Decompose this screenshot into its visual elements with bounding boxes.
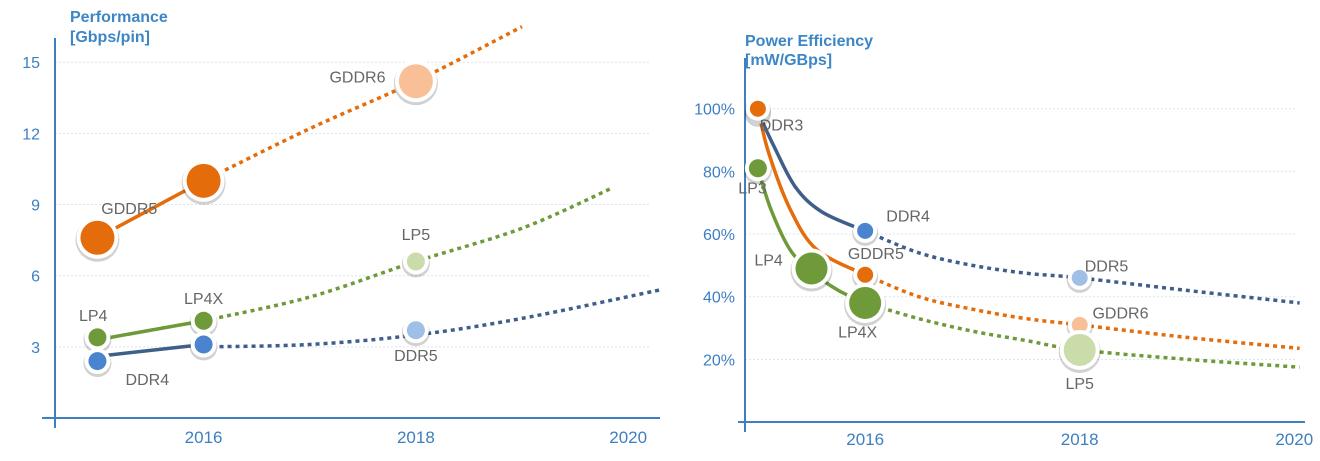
ddr-data-point [88,352,107,371]
gddr-data-point [80,220,115,255]
data-label: LP4X [184,291,223,308]
ddr-projection-line [203,288,661,349]
gddr-data-point [186,163,221,198]
data-label: LP4X [838,324,877,341]
y-tick-label: 80% [703,164,735,181]
ddr-projection-line [864,229,1300,305]
x-tick-label: 2018 [397,428,435,447]
gddr-data-point [1071,316,1088,333]
performance-chart: Performance [Gbps/pin] 15 12 9 6 3 2016 2018 20… [22,9,661,447]
lp-data-point [88,328,107,347]
lp-data-point [1063,333,1096,366]
power-title-line1: Power Efficiency [745,33,873,50]
gddr-projection-line [864,273,1300,351]
power-title-line2: [mW/GBps] [745,52,832,69]
performance-title-line1: Performance [70,9,168,26]
data-label: LP4 [754,252,783,269]
ddr-trend-line [756,110,867,233]
data-label: DDR5 [394,348,438,365]
ddr-data-point [1071,269,1088,286]
x-tick-label: 2018 [1061,430,1099,449]
power-efficiency-chart: Power Efficiency [mW/GBps] 100% 80% 60% 40%… [694,33,1313,449]
lp-trend-line [95,319,206,342]
lp-data-point [748,159,767,178]
lp-data-point [849,286,882,319]
gddr-data-point [398,64,433,99]
y-tick-label: 3 [31,340,40,357]
data-label: GDDR6 [1092,306,1148,323]
y-tick-label: 40% [703,290,735,307]
data-label: LP3 [738,180,767,197]
gddr-data-point [749,100,766,117]
performance-title-line2: [Gbps/pin] [70,29,150,46]
data-label: GDDR6 [329,69,385,86]
x-tick-label: 2020 [1275,430,1313,449]
data-label: DDR3 [760,118,804,135]
x-tick-label: 2016 [846,430,884,449]
lp-data-point [194,311,213,330]
y-tick-label: 9 [31,198,40,215]
lp-data-point [795,252,828,285]
ddr-data-point [406,321,425,340]
gddr-data-point [857,266,874,283]
ddr-data-point [857,222,874,239]
x-tick-label: 2020 [609,428,647,447]
y-tick-label: 100% [694,102,735,119]
y-tick-label: 15 [22,55,40,72]
data-label: GDDR5 [848,246,904,263]
lp-projection-line [864,301,1300,369]
y-tick-label: 60% [703,227,735,244]
data-label: LP5 [402,227,431,244]
data-label: LP5 [1065,376,1094,393]
y-tick-label: 12 [22,126,40,143]
ddr-data-point [194,335,213,354]
gddr-trend-line [756,106,867,277]
data-label: DDR4 [126,372,170,389]
x-tick-label: 2016 [185,428,223,447]
data-label: DDR4 [886,209,930,226]
data-label: GDDR5 [101,201,157,218]
ddr-trend-line [95,342,206,359]
lp-data-point [406,252,425,271]
data-label: LP4 [79,308,108,325]
data-label: DDR5 [1085,259,1129,276]
y-tick-label: 6 [31,269,40,286]
y-tick-label: 20% [703,352,735,369]
gddr-projection-line [202,25,523,183]
